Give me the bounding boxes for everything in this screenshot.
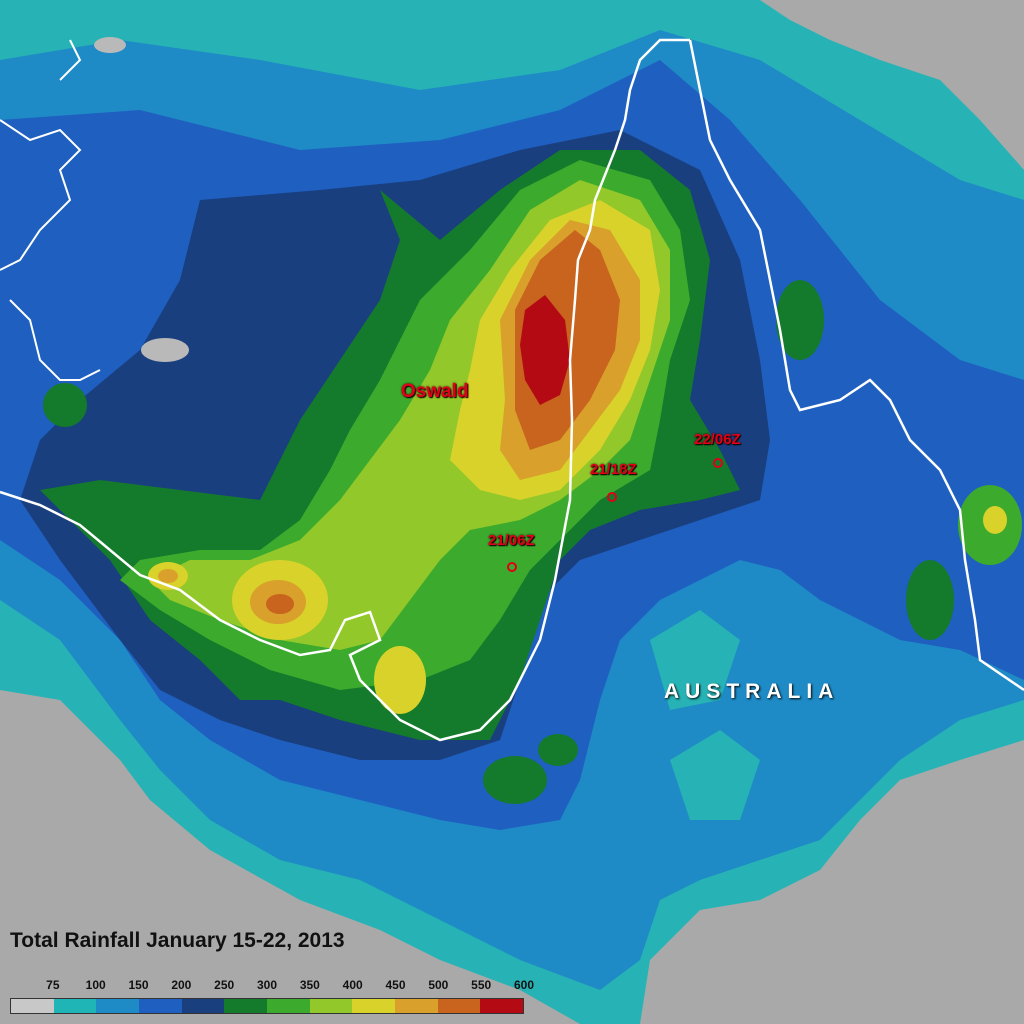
cyan-pocket-a bbox=[650, 610, 740, 710]
legend-swatch bbox=[53, 999, 97, 1013]
track-marker-2206z bbox=[713, 458, 723, 468]
legend-tick-label: 500 bbox=[428, 978, 449, 992]
low-rain-pocket-c bbox=[94, 37, 126, 53]
rain-patch-west bbox=[43, 383, 87, 427]
legend-swatch bbox=[224, 999, 268, 1013]
low-rain-pocket-a bbox=[141, 338, 189, 362]
legend-tick-label: 350 bbox=[299, 978, 320, 992]
legend-swatch-row bbox=[10, 998, 524, 1014]
rain-band-450-west-b bbox=[158, 569, 178, 583]
legend-swatch bbox=[11, 999, 54, 1013]
legend-tick-label: 550 bbox=[471, 978, 492, 992]
track-marker-2118z bbox=[607, 492, 617, 502]
low-rain-region-top-right bbox=[760, 0, 1024, 170]
rain-band-600 bbox=[520, 295, 570, 405]
legend-tick-label: 100 bbox=[85, 978, 106, 992]
rain-patch-south bbox=[483, 756, 547, 804]
coastline-east bbox=[688, 39, 1024, 692]
legend-tick-label: 200 bbox=[171, 978, 192, 992]
track-label-2106z: 21/06Z bbox=[488, 532, 535, 549]
rain-patch-south-b bbox=[538, 734, 578, 766]
map-title: Total Rainfall January 15-22, 2013 bbox=[10, 929, 345, 952]
legend-swatch bbox=[96, 999, 140, 1013]
low-rain-region-bottom bbox=[0, 690, 580, 1024]
legend-swatch bbox=[437, 999, 481, 1013]
rain-band-500-west bbox=[266, 594, 294, 614]
legend-swatch bbox=[309, 999, 353, 1013]
rain-patch-east-c bbox=[776, 280, 824, 360]
legend-tick-label: 600 bbox=[513, 978, 535, 992]
rain-band-400-west-b bbox=[374, 646, 426, 714]
legend-swatch bbox=[352, 999, 396, 1013]
storm-name-label: Oswald bbox=[401, 381, 469, 402]
legend-swatch bbox=[139, 999, 182, 1013]
track-label-2118z: 21/18Z bbox=[590, 461, 637, 478]
legend-tick-label: 75 bbox=[46, 978, 60, 992]
legend-tick-label: 400 bbox=[342, 978, 363, 992]
legend-swatch bbox=[181, 999, 225, 1013]
cyan-pocket-b bbox=[670, 730, 760, 820]
rain-patch-east-d bbox=[906, 560, 954, 640]
legend-tick-label: 150 bbox=[128, 978, 149, 992]
legend-tick-label: 450 bbox=[385, 978, 406, 992]
legend-tick-label: 300 bbox=[256, 978, 278, 992]
legend-swatch bbox=[267, 999, 310, 1013]
low-rain-region-bottom-right bbox=[640, 740, 1024, 1024]
rain-patch-east-b bbox=[983, 506, 1007, 534]
legend-swatch bbox=[480, 999, 524, 1013]
country-label: AUSTRALIA bbox=[664, 680, 840, 703]
track-label-2206z: 22/06Z bbox=[694, 431, 741, 448]
coastline-gulf bbox=[0, 38, 690, 742]
coastline-islands bbox=[0, 39, 101, 381]
rainfall-legend: 75 100 150 200 250 300 350 400 450 500 550 600 bbox=[10, 978, 534, 1018]
track-marker-2106z bbox=[507, 562, 517, 572]
legend-tick-label: 250 bbox=[214, 978, 235, 992]
legend-swatch bbox=[395, 999, 438, 1013]
